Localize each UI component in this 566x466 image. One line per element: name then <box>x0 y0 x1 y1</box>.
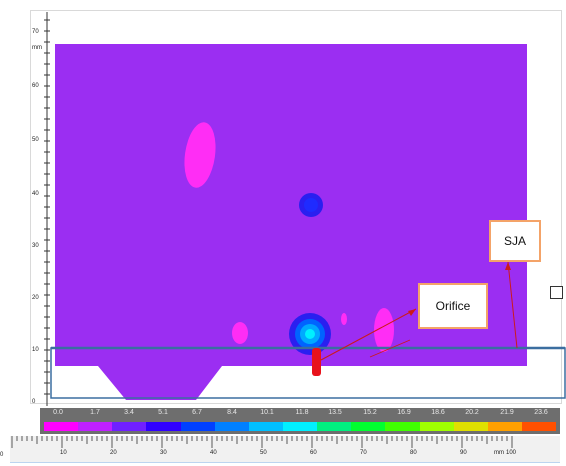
hot-spot-tiny <box>341 313 347 325</box>
hruler-label: 90 <box>460 450 467 456</box>
hruler-label: 20 <box>110 450 117 456</box>
color-swatch <box>521 422 557 431</box>
orifice-label: Orifice <box>435 299 471 313</box>
color-swatch <box>112 422 147 431</box>
orifice-marker <box>312 348 321 376</box>
hot-spot-small-left <box>232 322 248 344</box>
scale-label: 1.7 <box>90 409 100 416</box>
hruler-label: 60 <box>310 450 317 456</box>
color-swatch <box>453 422 488 431</box>
color-scale-labels: 0.0 1.7 3.4 5.1 6.7 8.4 10.1 11.8 13.5 1… <box>40 409 560 419</box>
vruler-label-0: 0 <box>32 399 36 405</box>
scale-label: 13.5 <box>328 409 342 416</box>
hruler-label: 30 <box>160 450 167 456</box>
vruler-label-20: 20 <box>32 295 39 301</box>
scale-label: 16.9 <box>397 409 411 416</box>
color-swatch <box>317 422 352 431</box>
color-swatch <box>78 422 113 431</box>
color-swatch <box>146 422 181 431</box>
scale-label: 8.4 <box>227 409 237 416</box>
vertical-ruler-ticks <box>46 12 48 406</box>
pressure-region <box>55 44 527 400</box>
hruler-unit: mm <box>494 450 504 456</box>
scale-label: 5.1 <box>158 409 168 416</box>
orifice-arrow <box>320 308 417 361</box>
orifice-callout: Orifice <box>418 283 488 329</box>
vertical-ruler: 70 mm 60 50 40 30 20 10 0 <box>30 12 50 406</box>
hruler-label: 50 <box>260 450 267 456</box>
scale-label: 0.0 <box>53 409 63 416</box>
hruler-origin-label: 0 <box>0 452 4 458</box>
color-swatch <box>214 422 249 431</box>
vruler-unit: mm <box>32 45 42 51</box>
vruler-label-70: 70 <box>32 29 39 35</box>
vruler-label-40: 40 <box>32 191 39 197</box>
sja-callout: SJA <box>489 220 541 262</box>
horizontal-ruler: 10 20 30 40 50 60 70 80 90 mm 100 <box>10 436 560 463</box>
hruler-label: 40 <box>210 450 217 456</box>
toggle-checkbox[interactable] <box>550 286 563 299</box>
scale-label: 10.1 <box>260 409 274 416</box>
color-scale-bar: 0.0 1.7 3.4 5.1 6.7 8.4 10.1 11.8 13.5 1… <box>40 408 560 434</box>
scale-label: 15.2 <box>363 409 377 416</box>
color-swatch <box>180 422 215 431</box>
hot-spot-upper-left <box>184 122 216 188</box>
pressure-map <box>44 19 566 400</box>
hruler-label: 70 <box>360 450 367 456</box>
hruler-label: 100 <box>506 450 517 456</box>
scale-label: 6.7 <box>192 409 202 416</box>
color-swatch <box>385 422 420 431</box>
hruler-label: 80 <box>410 450 417 456</box>
scale-label: 3.4 <box>124 409 134 416</box>
vruler-label-60: 60 <box>32 83 39 89</box>
horizontal-ruler-ticks <box>11 436 513 448</box>
scale-label: 11.8 <box>295 409 309 416</box>
color-scale-swatches <box>44 422 557 431</box>
vruler-label-30: 30 <box>32 243 39 249</box>
sja-arrow <box>507 261 518 349</box>
scale-label: 20.2 <box>465 409 479 416</box>
scale-label: 23.6 <box>534 409 548 416</box>
vruler-label-50: 50 <box>32 137 39 143</box>
scale-label: 21.9 <box>500 409 514 416</box>
color-swatch <box>419 422 454 431</box>
color-swatch <box>44 422 79 431</box>
color-swatch <box>487 422 522 431</box>
color-swatch <box>351 422 386 431</box>
hot-spot-right <box>374 308 394 352</box>
hruler-label: 10 <box>60 450 67 456</box>
scale-label: 18.6 <box>431 409 445 416</box>
color-swatch <box>282 422 318 431</box>
sja-arrow-secondary <box>369 339 411 358</box>
vruler-label-10: 10 <box>32 347 39 353</box>
vertical-ruler-ticks-group <box>44 19 50 395</box>
sja-label: SJA <box>503 234 526 248</box>
color-swatch <box>248 422 283 431</box>
